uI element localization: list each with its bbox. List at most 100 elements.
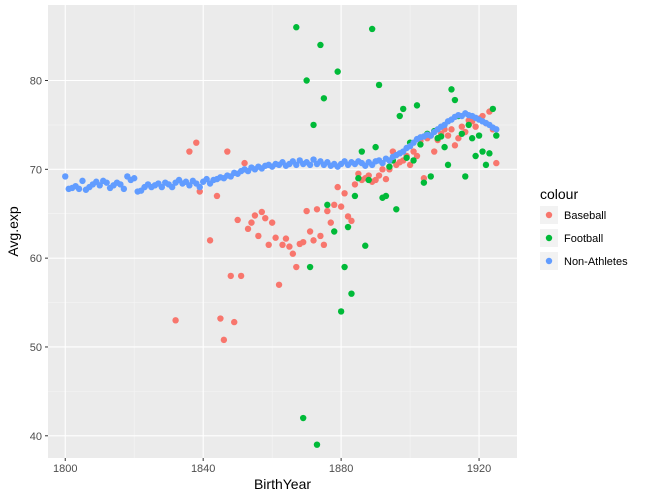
baseball-point xyxy=(410,148,417,155)
x-tick-label: 1840 xyxy=(191,463,215,475)
football-point xyxy=(448,86,455,93)
tick-labels: 1800 1840 1880 1920 40 50 60 70 80 xyxy=(30,76,492,476)
y-tick-label: 50 xyxy=(30,342,42,354)
non-athletes-point xyxy=(168,183,176,191)
legend-label-football: Football xyxy=(564,233,603,245)
football-point xyxy=(482,161,490,169)
non-athletes-point xyxy=(131,175,138,182)
baseball-point xyxy=(327,219,334,226)
major-gridlines xyxy=(48,5,517,458)
baseball-point xyxy=(299,238,307,246)
football-point xyxy=(372,143,379,151)
baseball-point xyxy=(275,281,283,288)
baseball-point xyxy=(272,234,279,241)
football-point xyxy=(396,112,403,120)
baseball-point xyxy=(413,152,421,160)
football-point xyxy=(393,206,400,213)
baseball-point xyxy=(317,232,324,240)
football-point xyxy=(344,223,352,231)
baseball-point xyxy=(444,132,452,139)
football-point xyxy=(317,41,324,49)
non-athletes-point xyxy=(493,126,500,133)
non-athletes-point xyxy=(62,173,69,180)
baseball-point xyxy=(420,175,428,182)
football-point xyxy=(324,201,331,209)
baseball-point xyxy=(458,123,466,130)
football-point xyxy=(437,133,445,140)
football-point xyxy=(348,290,355,297)
baseball-point xyxy=(237,272,245,280)
baseball-point xyxy=(286,243,293,250)
baseball-point xyxy=(431,148,438,155)
football-point xyxy=(462,173,469,180)
football-point xyxy=(486,150,493,157)
baseball-point xyxy=(262,214,269,222)
x-tick-label: 1920 xyxy=(467,463,491,475)
non-athletes-point xyxy=(306,161,314,169)
baseball-point xyxy=(382,175,390,183)
non-athletes-point xyxy=(75,185,83,193)
y-tick-label: 80 xyxy=(30,76,42,88)
football-point xyxy=(427,173,434,180)
football-point xyxy=(358,148,366,155)
baseball-point xyxy=(306,228,314,235)
baseball-point xyxy=(186,148,193,155)
football-point xyxy=(410,157,417,164)
football-point xyxy=(365,176,372,184)
baseball-point xyxy=(365,172,372,179)
football-point xyxy=(310,121,317,129)
baseball-point xyxy=(265,241,272,249)
baseball-point xyxy=(324,207,331,215)
x-tick-label: 1800 xyxy=(53,463,77,475)
football-point xyxy=(403,154,410,161)
baseball-point xyxy=(172,317,179,324)
baseball-point xyxy=(493,159,500,167)
baseball-point xyxy=(372,176,379,184)
baseball-point xyxy=(331,201,338,209)
football-point xyxy=(355,175,362,182)
football-point xyxy=(331,228,338,235)
non-athletes-point xyxy=(379,159,386,167)
axis-ticks xyxy=(45,80,480,461)
baseball-point xyxy=(224,148,231,155)
data-points xyxy=(62,24,500,448)
non-athletes-point xyxy=(120,185,128,193)
y-tick-label: 70 xyxy=(30,164,42,176)
football-point xyxy=(299,414,307,422)
non-athletes-point xyxy=(103,179,110,186)
x-tick-label: 1880 xyxy=(329,463,353,475)
baseball-point xyxy=(234,216,241,224)
football-point xyxy=(368,25,376,33)
legend: colour Baseball Football Non-Athletes xyxy=(540,186,628,270)
non-athletes-point xyxy=(203,175,210,183)
legend-label-non-athletes: Non-Athletes xyxy=(564,256,628,268)
football-point xyxy=(458,130,466,137)
baseball-point xyxy=(348,217,355,225)
baseball-point xyxy=(313,206,321,213)
baseball-point xyxy=(344,213,352,220)
baseball-point xyxy=(227,272,234,280)
football-point xyxy=(489,105,497,113)
baseball-point xyxy=(355,170,362,177)
baseball-point xyxy=(289,250,297,257)
football-point xyxy=(386,163,393,170)
football-point xyxy=(303,77,310,84)
legend-title: colour xyxy=(540,186,578,202)
baseball-point xyxy=(341,190,348,197)
baseball-point xyxy=(251,212,259,219)
football-point xyxy=(362,242,369,249)
baseball-point xyxy=(448,126,455,133)
baseball-point xyxy=(213,192,221,200)
non-athletes-point xyxy=(158,183,166,191)
baseball-point xyxy=(258,208,266,216)
football-point xyxy=(465,121,472,129)
baseball-point xyxy=(334,183,341,191)
baseball-point xyxy=(196,188,203,195)
baseball-point xyxy=(206,237,214,244)
football-point xyxy=(351,192,359,200)
legend-swatch-non-athletes xyxy=(545,257,553,265)
football-point xyxy=(320,95,328,102)
non-athletes-point xyxy=(293,161,300,169)
football-point xyxy=(293,24,300,31)
